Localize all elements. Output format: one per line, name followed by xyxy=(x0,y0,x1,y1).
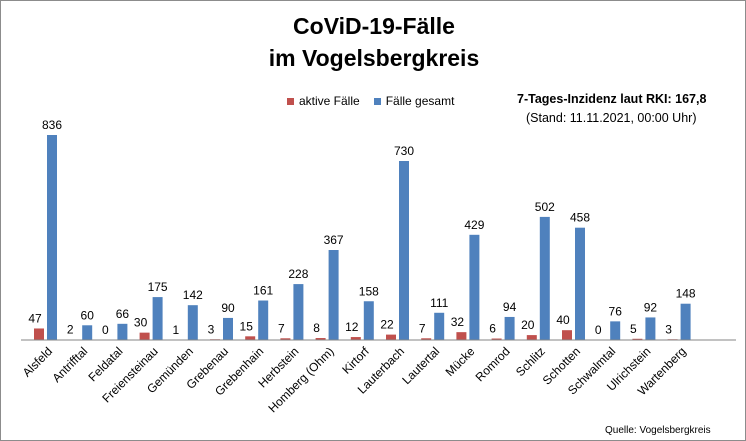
bar-total xyxy=(47,135,57,340)
data-label-active: 47 xyxy=(28,311,42,325)
data-label-active: 7 xyxy=(419,321,426,335)
data-label-total: 92 xyxy=(644,300,658,314)
data-label-total: 90 xyxy=(221,301,235,315)
data-label-active: 3 xyxy=(665,322,672,336)
data-label-active: 8 xyxy=(313,321,320,335)
bar-total xyxy=(610,321,621,340)
x-tick-label: Romrod xyxy=(473,344,513,384)
bar-active xyxy=(386,334,396,340)
date-annotation: (Stand: 11.11.2021, 00:00 Uhr) xyxy=(526,111,697,125)
bar-total xyxy=(645,317,656,340)
data-label-active: 6 xyxy=(489,322,496,336)
data-label-total: 158 xyxy=(359,284,379,298)
bar-total xyxy=(258,300,269,340)
bar-active xyxy=(139,332,150,340)
data-label-total: 228 xyxy=(288,267,308,281)
bar-total xyxy=(399,160,409,340)
bar-total xyxy=(152,297,163,340)
bar-total xyxy=(539,216,550,340)
data-label-active: 12 xyxy=(345,320,359,334)
x-tick-label: Kirtorf xyxy=(339,344,372,377)
bar-total xyxy=(575,227,585,340)
legend-label-active: aktive Fälle xyxy=(299,94,360,108)
bar-total xyxy=(504,316,515,340)
legend: aktive Fälle Fälle gesamt xyxy=(287,94,454,108)
bar-active xyxy=(632,338,643,340)
bar-active xyxy=(245,336,256,340)
data-label-active: 20 xyxy=(521,318,535,332)
bar-active xyxy=(421,338,432,340)
bar-total xyxy=(117,323,128,340)
data-label-total: 76 xyxy=(609,304,623,318)
bar-active xyxy=(34,328,44,340)
bar-active xyxy=(491,338,502,340)
data-label-total: 836 xyxy=(42,118,62,132)
data-label-total: 458 xyxy=(570,211,590,225)
data-label-active: 0 xyxy=(595,323,602,337)
data-label-total: 429 xyxy=(464,218,484,232)
bar-active xyxy=(456,332,467,340)
data-label-total: 161 xyxy=(253,284,273,298)
x-tick-label: Antrifftal xyxy=(49,344,90,385)
bar-total xyxy=(187,305,198,340)
bar-active xyxy=(562,330,572,340)
legend-label-total: Fälle gesamt xyxy=(385,94,455,108)
data-label-active: 30 xyxy=(134,316,148,330)
data-label-total: 60 xyxy=(81,308,95,322)
data-label-total: 367 xyxy=(324,233,344,247)
bar-total xyxy=(680,303,691,340)
x-tick-label: Lautertal xyxy=(399,344,442,387)
bar-total xyxy=(293,284,304,340)
incidence-annotation: 7-Tages-Inzidenz laut RKI: 167,8 xyxy=(517,92,707,106)
data-label-total: 142 xyxy=(183,288,203,302)
bar-total xyxy=(363,301,374,340)
bar-total xyxy=(328,250,339,340)
bar-total xyxy=(434,312,445,340)
data-label-active: 7 xyxy=(278,321,285,335)
bar-total xyxy=(223,317,233,340)
chart-title-line1: CoViD-19-Fälle xyxy=(293,13,455,39)
source-note: Quelle: Vogelsbergkreis xyxy=(605,425,711,436)
data-label-total: 66 xyxy=(116,307,130,321)
legend-item-active: aktive Fälle xyxy=(287,94,360,108)
data-label-total: 111 xyxy=(430,296,449,310)
data-label-active: 0 xyxy=(102,323,109,337)
bar-active xyxy=(350,337,361,340)
data-label-active: 22 xyxy=(380,318,394,332)
data-label-total: 148 xyxy=(676,287,696,301)
data-label-active: 40 xyxy=(556,313,570,327)
bar-total xyxy=(82,325,93,340)
bar-active xyxy=(526,335,537,340)
data-label-active: 3 xyxy=(208,322,215,336)
data-label-active: 1 xyxy=(172,323,179,337)
data-label-active: 5 xyxy=(630,322,637,336)
data-label-total: 502 xyxy=(535,200,555,214)
bar-active xyxy=(315,338,326,340)
chart-title-line2: im Vogelsbergkreis xyxy=(268,45,480,71)
data-label-total: 175 xyxy=(148,280,168,294)
data-label-active: 2 xyxy=(67,323,74,337)
bar-active xyxy=(280,338,291,340)
bar-total xyxy=(469,234,480,340)
data-label-total: 730 xyxy=(394,144,414,158)
data-label-active: 32 xyxy=(451,315,465,329)
x-tick-label: Homberg (Ohm) xyxy=(266,344,337,415)
legend-item-total: Fälle gesamt xyxy=(373,94,455,108)
data-label-active: 15 xyxy=(240,319,254,333)
data-label-total: 94 xyxy=(503,300,517,314)
